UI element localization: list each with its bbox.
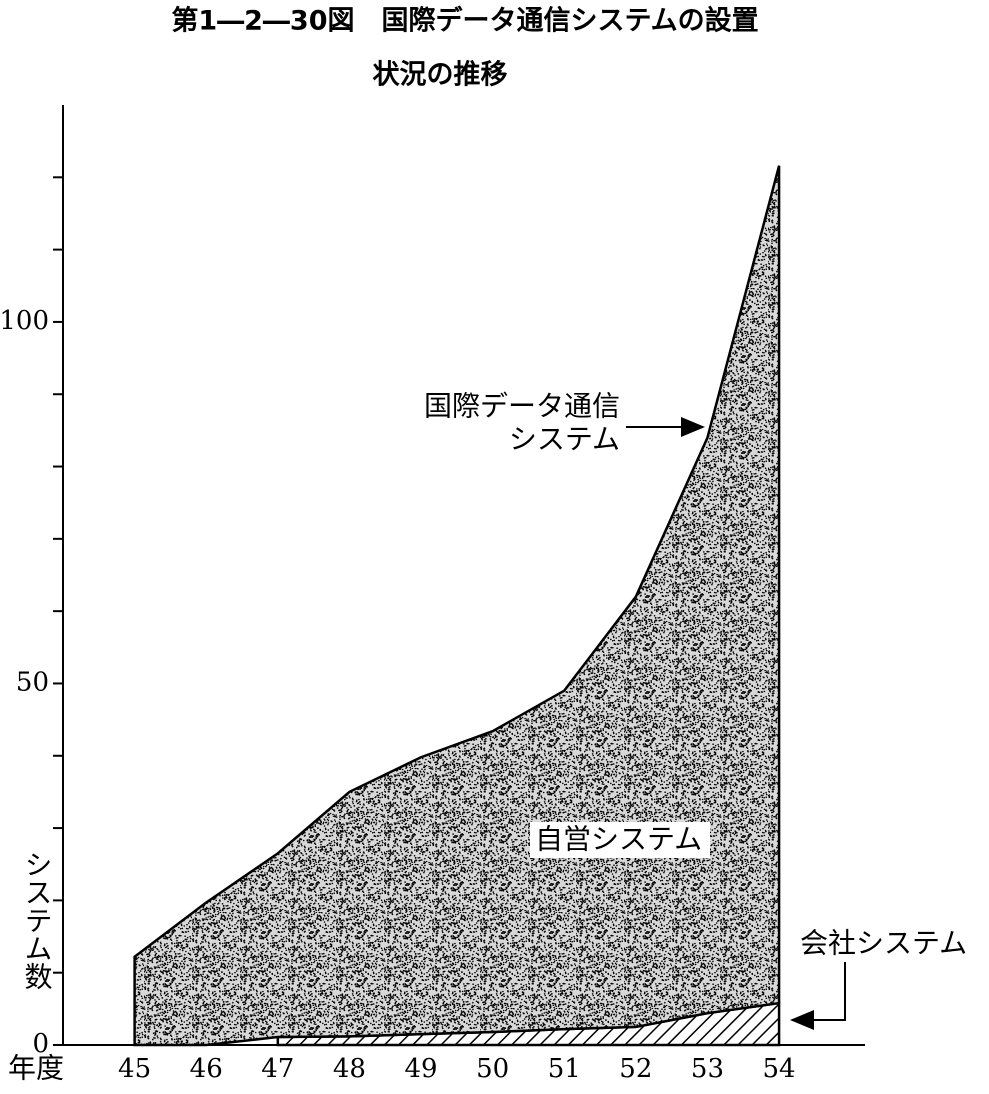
x-tick-label: 51	[548, 1054, 581, 1084]
series-label: 自営システム	[535, 823, 702, 856]
y-axis-label: システム数	[21, 850, 54, 990]
y-tick-label: 100	[0, 306, 49, 336]
annotation-arrow	[790, 962, 846, 1030]
series-label: 会社システム	[800, 927, 967, 960]
x-tick-label: 50	[476, 1054, 509, 1084]
x-tick-label: 46	[190, 1054, 223, 1084]
area	[133, 165, 781, 1047]
x-tick-label: 54	[763, 1054, 796, 1084]
chart-title: 状況の推移	[373, 60, 508, 91]
y-tick-label: 50	[16, 667, 49, 697]
annotation: システム	[509, 423, 620, 456]
y-tick-label: 0	[32, 1029, 49, 1059]
x-tick-label: 53	[691, 1054, 724, 1084]
chart-title: 第1―2―30図 国際データ通信システムの設置	[171, 5, 758, 37]
x-tick-label: 45	[118, 1054, 151, 1084]
x-tick-label: 49	[404, 1054, 437, 1084]
annotation: 国際データ通信	[424, 390, 620, 423]
x-tick-label: 48	[333, 1054, 366, 1084]
x-axis-label: 年度	[8, 1052, 64, 1085]
x-tick-label: 47	[261, 1054, 294, 1084]
x-tick-label: 52	[619, 1054, 652, 1084]
label-bg	[530, 822, 710, 858]
